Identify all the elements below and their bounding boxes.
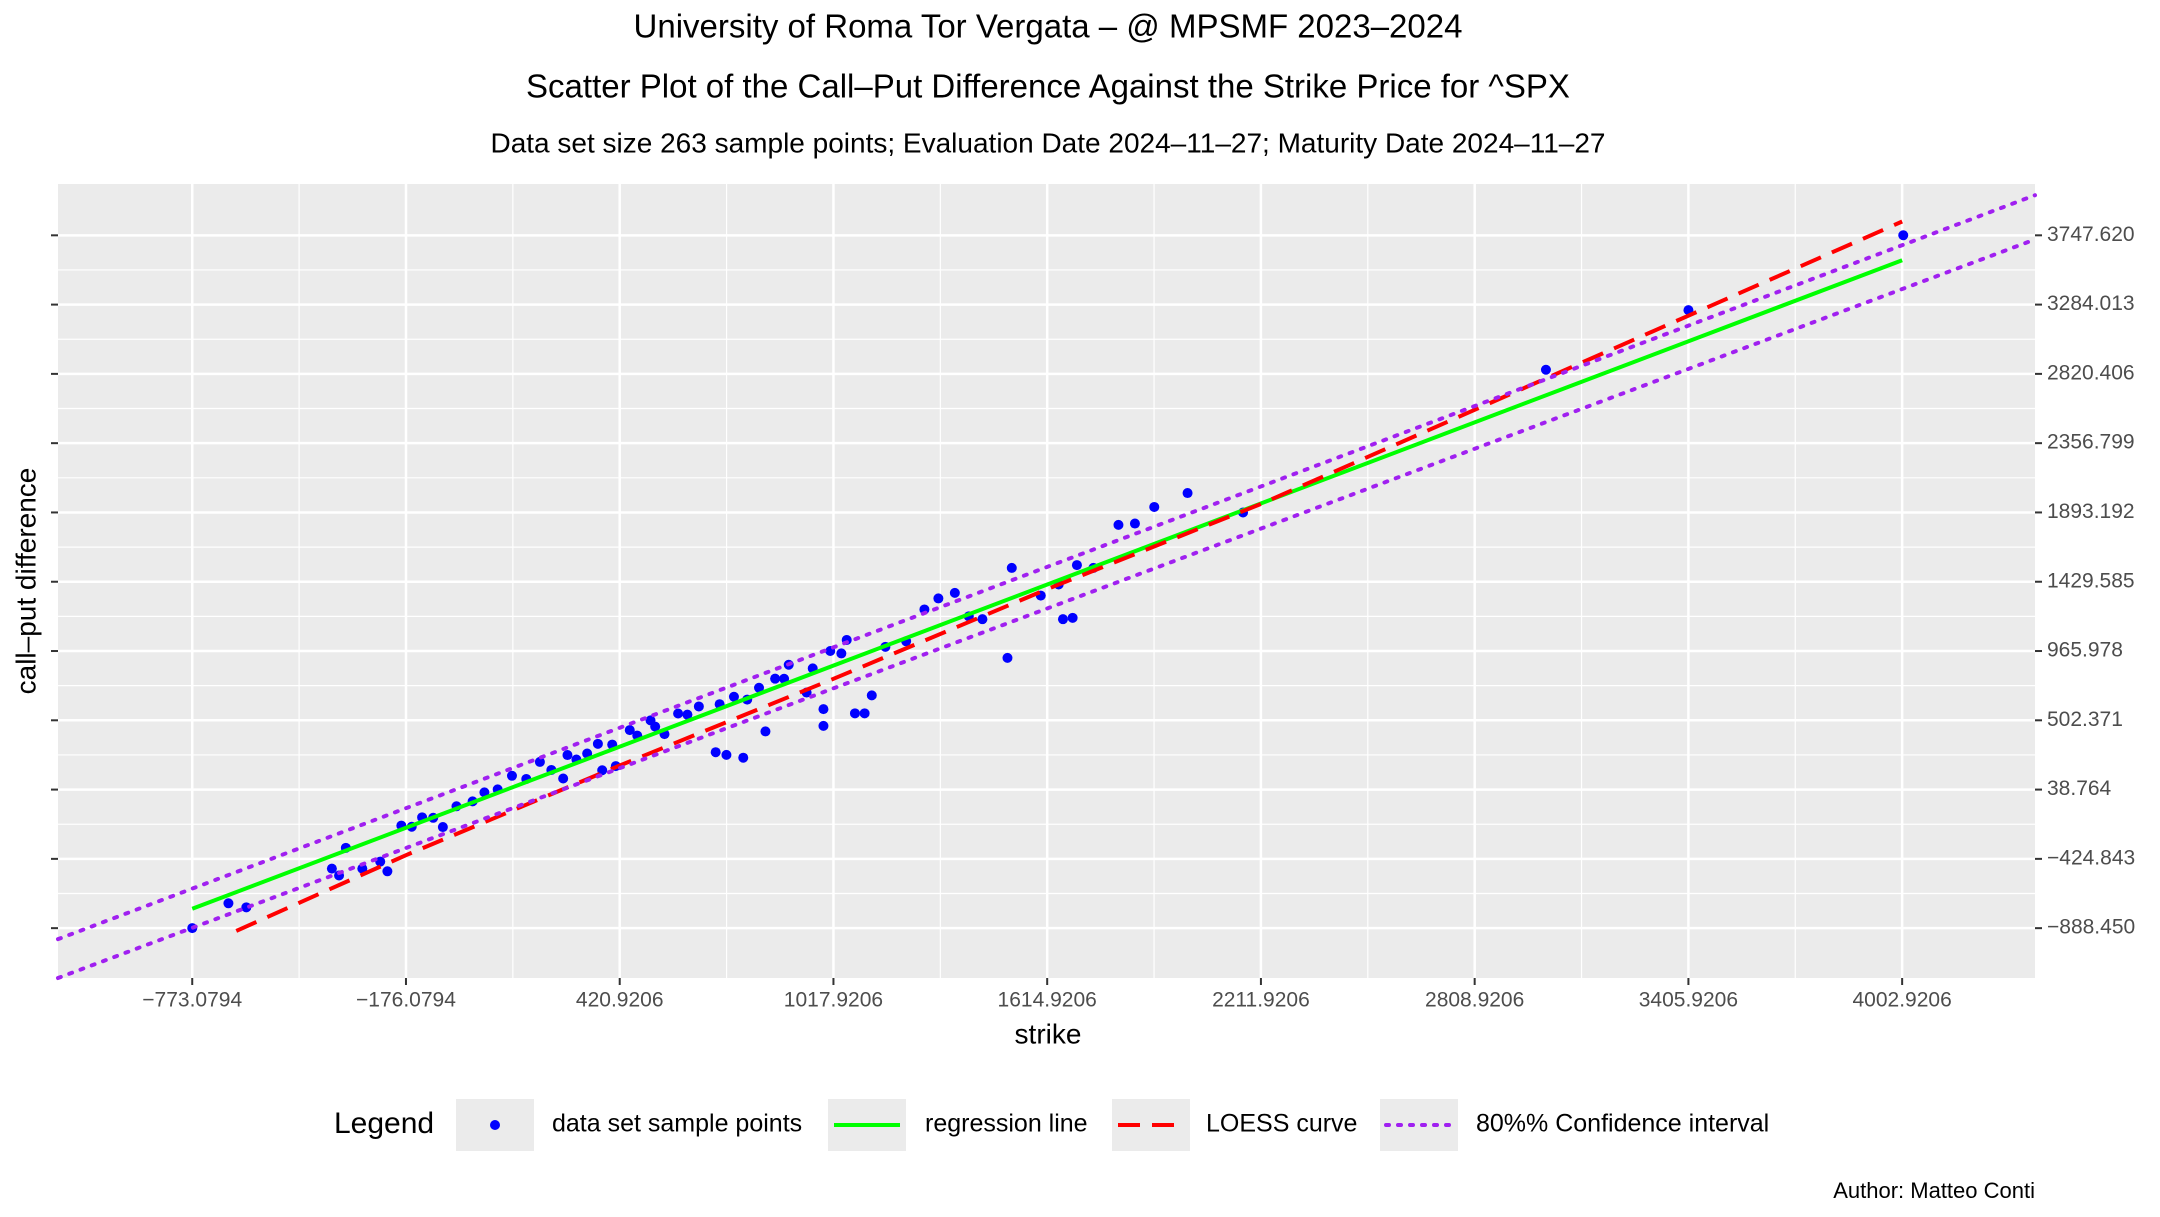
y-tick-label: 1429.585 — [2047, 569, 2135, 592]
data-point — [859, 708, 870, 719]
data-point — [562, 750, 573, 761]
data-point — [1113, 519, 1124, 530]
data-point — [382, 866, 393, 877]
data-point — [1002, 652, 1013, 663]
interval-upper — [56, 193, 2037, 942]
data-point — [534, 756, 545, 767]
y-tick-label: 3284.013 — [2047, 292, 2135, 315]
data-point — [866, 690, 877, 701]
data-point — [754, 682, 765, 693]
x-tick-label: 2808.9206 — [1425, 989, 1524, 1012]
data-point — [624, 725, 635, 736]
y-tick-label: 2356.799 — [2047, 431, 2135, 454]
x-tick-label: 1614.9206 — [998, 989, 1097, 1012]
y-tick-label: 502.371 — [2047, 708, 2123, 731]
y-tick-label: −888.450 — [2047, 916, 2135, 939]
data-point — [1071, 560, 1082, 571]
data-point — [673, 708, 684, 719]
data-point — [1182, 488, 1193, 499]
data-point — [818, 720, 829, 731]
data-point — [710, 747, 721, 758]
data-point — [1898, 230, 1909, 241]
y-axis-label: call–put difference — [10, 468, 41, 695]
data-point — [693, 701, 704, 712]
data-point — [479, 787, 490, 798]
x-tick-label: −176.0794 — [356, 989, 456, 1012]
data-point — [818, 704, 829, 715]
legend-label: data set sample points — [552, 1110, 802, 1138]
data-point — [1149, 501, 1160, 512]
legend-title: Legend — [334, 1107, 434, 1140]
data-point — [770, 673, 781, 684]
author: Author: Matteo Conti — [1833, 1178, 2035, 1203]
data-point — [223, 898, 234, 909]
x-tick-label: 2211.9206 — [1212, 989, 1310, 1012]
data-point — [558, 773, 569, 784]
y-tick-label: 965.978 — [2047, 639, 2123, 662]
line-series — [191, 258, 1903, 911]
data-point — [1129, 518, 1140, 529]
legend-label: LOESS curve — [1206, 1110, 1357, 1138]
data-point — [728, 691, 739, 702]
x-tick-label: 420.9206 — [576, 989, 664, 1012]
data-point — [760, 726, 771, 737]
data-point — [977, 614, 988, 625]
x-tick-label: −773.0794 — [142, 989, 242, 1012]
y-tick-label: 2820.406 — [2047, 361, 2135, 384]
data-point — [592, 738, 603, 749]
interval-lower — [56, 237, 2037, 980]
data-point — [650, 721, 661, 732]
y-tick-label: 3747.620 — [2047, 223, 2135, 246]
data-point — [506, 770, 517, 781]
data-point — [326, 863, 337, 874]
legend-symbol — [490, 1120, 500, 1130]
y-tick-label: 1893.192 — [2047, 500, 2135, 523]
chart-title: University of Roma Tor Vergata – @ MPSMF… — [634, 8, 1463, 45]
x-tick-label: 1017.9206 — [784, 989, 883, 1012]
x-tick-label: 3405.9206 — [1639, 989, 1738, 1012]
data-point — [949, 587, 960, 598]
chart-subtitle: Scatter Plot of the Call–Put Difference … — [526, 68, 1570, 105]
y-tick-label: 38.764 — [2047, 777, 2112, 800]
y-tick-label: −424.843 — [2047, 846, 2135, 869]
legend-label: regression line — [925, 1110, 1088, 1138]
data-point — [437, 822, 448, 833]
data-point — [375, 856, 386, 867]
chart-description: Data set size 263 sample points; Evaluat… — [490, 127, 1605, 158]
data-point — [597, 765, 608, 776]
data-point — [933, 593, 944, 604]
data-point — [836, 648, 847, 659]
data-point — [357, 863, 368, 874]
x-tick-label: 4002.9206 — [1853, 989, 1952, 1012]
legend-label: 80%% Confidence interval — [1476, 1110, 1769, 1138]
data-point — [849, 708, 860, 719]
data-point — [1067, 612, 1078, 623]
data-point — [738, 752, 749, 763]
data-point — [682, 709, 693, 720]
data-point — [1540, 364, 1551, 375]
line-series — [235, 219, 1903, 933]
x-axis-label: strike — [1015, 1018, 1082, 1049]
data-point — [721, 749, 732, 760]
data-point — [1006, 562, 1017, 573]
data-point — [1057, 614, 1068, 625]
